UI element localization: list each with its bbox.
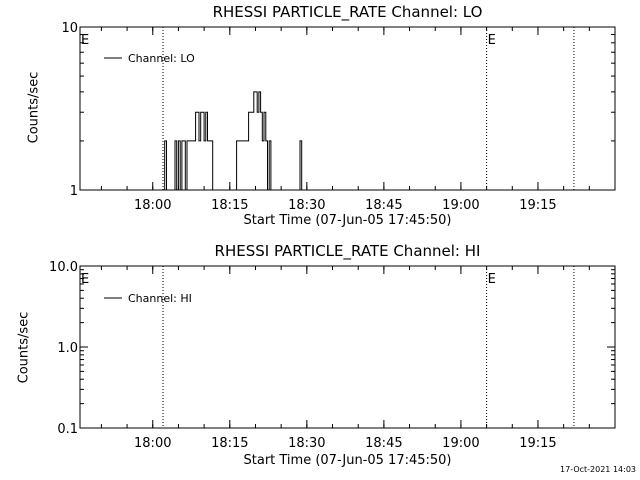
legend-label-hi: Channel: HI [128, 292, 192, 305]
x-axis-label-lo: Start Time (07-Jun-05 17:45:50) [243, 213, 452, 228]
x-tick-label-lo: 18:00 [134, 198, 171, 213]
plot-title-hi: RHESSI PARTICLE_RATE Channel: HI [214, 242, 481, 260]
y-tick-label-lo: 1 [70, 184, 78, 199]
legend-label-lo: Channel: LO [128, 52, 195, 65]
x-tick-label-hi: 18:45 [365, 436, 402, 451]
y-tick-label-lo: 10 [61, 21, 78, 36]
plot-frame-hi [79, 265, 616, 429]
x-tick-label-lo: 18:30 [288, 198, 325, 213]
x-tick-label-lo: 19:00 [442, 198, 479, 213]
event-marker-label-lo: E [488, 33, 496, 48]
plot-frame-lo [79, 26, 616, 191]
event-marker-label-lo: E [81, 33, 89, 48]
x-axis-label-hi: Start Time (07-Jun-05 17:45:50) [243, 453, 452, 468]
x-tick-label-hi: 18:00 [134, 436, 171, 451]
plot-title-lo: RHESSI PARTICLE_RATE Channel: LO [212, 3, 483, 21]
series-line-lo [163, 91, 303, 191]
event-marker-label-hi: E [81, 272, 89, 287]
y-axis-label-lo: Counts/sec [26, 71, 42, 144]
x-tick-label-hi: 19:15 [519, 436, 556, 451]
y-tick-label-hi: 0.1 [57, 422, 78, 437]
y-tick-label-hi: 1.0 [57, 341, 78, 356]
x-tick-label-lo: 19:15 [519, 198, 556, 213]
footer-timestamp: 17-Oct-2021 14:03 [560, 465, 636, 474]
x-tick-label-lo: 18:15 [211, 198, 248, 213]
event-marker-label-hi: E [488, 272, 496, 287]
x-tick-label-hi: 18:30 [288, 436, 325, 451]
x-tick-label-hi: 18:15 [211, 436, 248, 451]
y-axis-label-hi: Counts/sec [16, 311, 32, 384]
y-tick-label-hi: 10.0 [49, 260, 78, 275]
x-tick-label-lo: 18:45 [365, 198, 402, 213]
x-tick-label-hi: 19:00 [442, 436, 479, 451]
